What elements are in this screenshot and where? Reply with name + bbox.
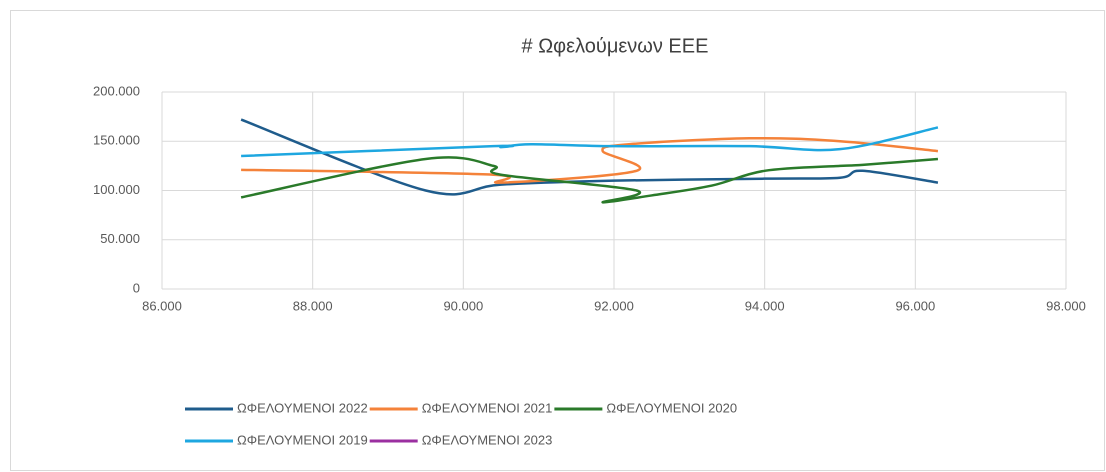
series-line — [241, 136, 939, 184]
legend-label: ΩΦΕΛΟΥΜΕΝΟΙ 2021 — [422, 400, 553, 415]
x-tick-label: 88.000 — [293, 298, 333, 313]
y-tick-label: 200.000 — [93, 83, 140, 98]
x-tick-label: 92.000 — [594, 298, 634, 313]
y-tick-label: 150.000 — [93, 133, 140, 148]
x-tick-label: 98.000 — [1046, 298, 1086, 313]
legend-label: ΩΦΕΛΟΥΜΕΝΟΙ 2020 — [606, 400, 737, 415]
x-tick-label: 94.000 — [745, 298, 785, 313]
chart-title: # Ωφελούμενων ΕΕΕ — [522, 35, 709, 57]
x-tick-label: 96.000 — [895, 298, 935, 313]
y-tick-label: 0 — [133, 280, 140, 295]
y-tick-label: 100.000 — [93, 182, 140, 197]
legend-label: ΩΦΕΛΟΥΜΕΝΟΙ 2019 — [237, 432, 368, 447]
series-line — [241, 126, 939, 158]
x-tick-label: 90.000 — [443, 298, 483, 313]
legend-label: ΩΦΕΛΟΥΜΕΝΟΙ 2023 — [422, 432, 553, 447]
y-tick-label: 50.000 — [100, 231, 140, 246]
series-line — [240, 118, 939, 196]
legend-label: ΩΦΕΛΟΥΜΕΝΟΙ 2022 — [237, 400, 368, 415]
x-tick-label: 86.000 — [142, 298, 182, 313]
chart-frame — [10, 10, 1105, 471]
series-line — [240, 156, 939, 204]
